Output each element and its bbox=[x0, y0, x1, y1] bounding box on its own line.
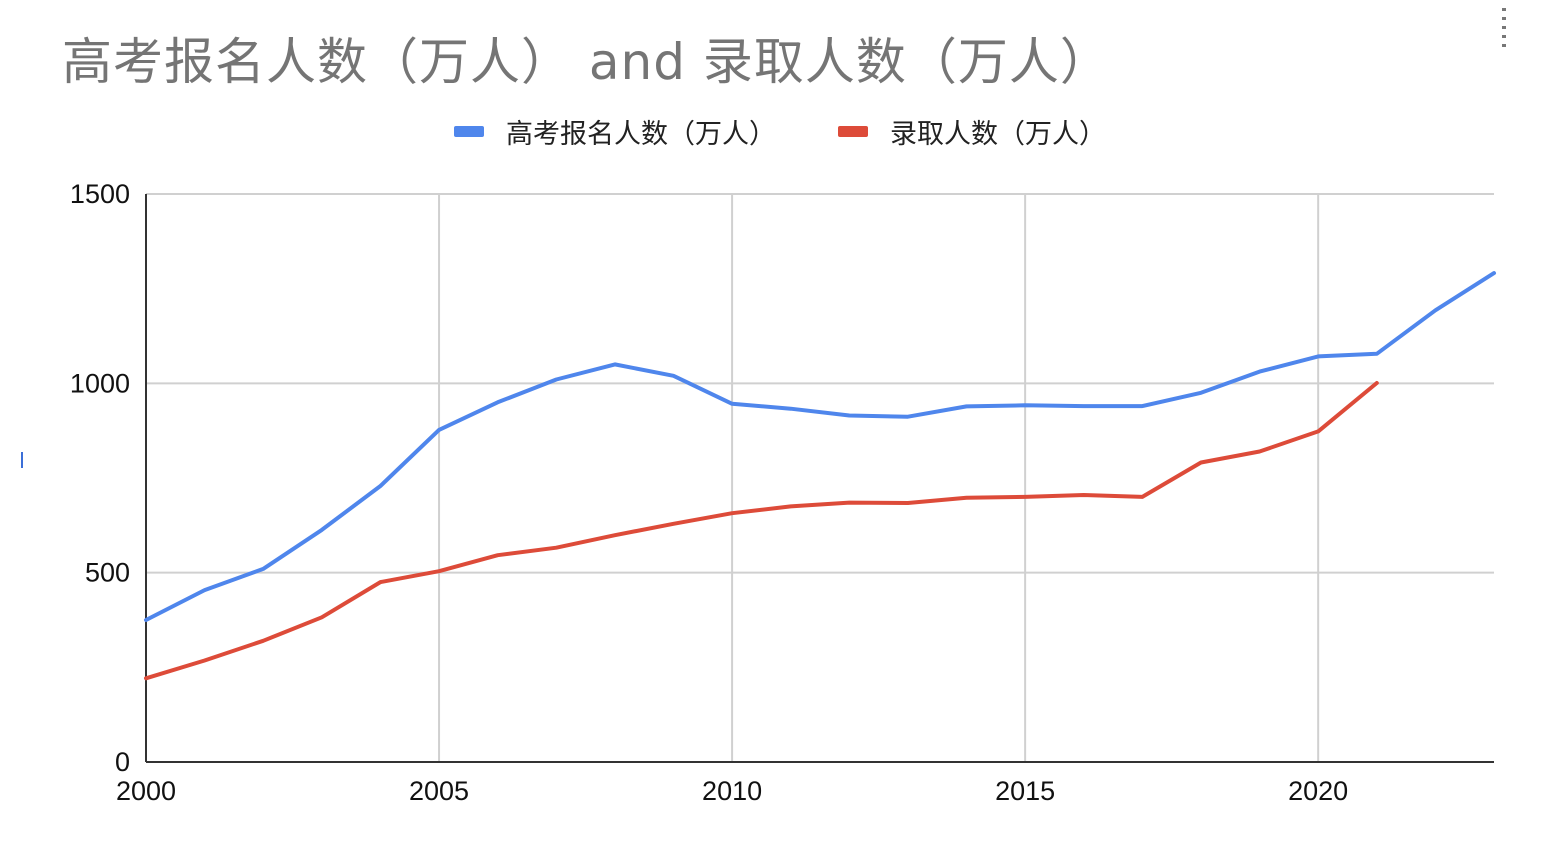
series-line-0[interactable] bbox=[144, 271, 1496, 622]
x-tick-label-2015: 2015 bbox=[995, 776, 1055, 806]
y-tick-label-0: 0 bbox=[115, 747, 130, 777]
tick-labels: 0 500 1000 1500 2000 2005 2010 2015 2020 bbox=[70, 179, 1348, 806]
legend: 高考报名人数（万人） 录取人数（万人） bbox=[0, 112, 1560, 151]
x-tick-label-2000: 2000 bbox=[116, 776, 176, 806]
legend-label-admitted: 录取人数（万人） bbox=[890, 119, 1106, 150]
legend-item-admitted[interactable]: 录取人数（万人） bbox=[838, 112, 1106, 151]
x-tick-label-2010: 2010 bbox=[702, 776, 762, 806]
series-line-1[interactable] bbox=[144, 381, 1379, 681]
legend-item-applicants[interactable]: 高考报名人数（万人） bbox=[454, 112, 776, 151]
legend-swatch-admitted bbox=[838, 126, 868, 137]
axes bbox=[145, 194, 1494, 763]
chart-title: 高考报名人数（万人） and 录取人数（万人） bbox=[62, 33, 1111, 91]
series-lines bbox=[144, 271, 1496, 681]
legend-label-applicants: 高考报名人数（万人） bbox=[506, 119, 776, 150]
x-tick-label-2005: 2005 bbox=[409, 776, 469, 806]
y-tick-label-1000: 1000 bbox=[70, 368, 130, 398]
gridlines bbox=[146, 193, 1494, 762]
text-cursor-mark bbox=[21, 452, 23, 468]
legend-swatch-applicants bbox=[454, 126, 484, 137]
y-tick-label-500: 500 bbox=[85, 558, 130, 588]
x-tick-label-2020: 2020 bbox=[1288, 776, 1348, 806]
chart-menu-icon[interactable] bbox=[1502, 8, 1506, 48]
y-tick-label-1500: 1500 bbox=[70, 179, 130, 209]
